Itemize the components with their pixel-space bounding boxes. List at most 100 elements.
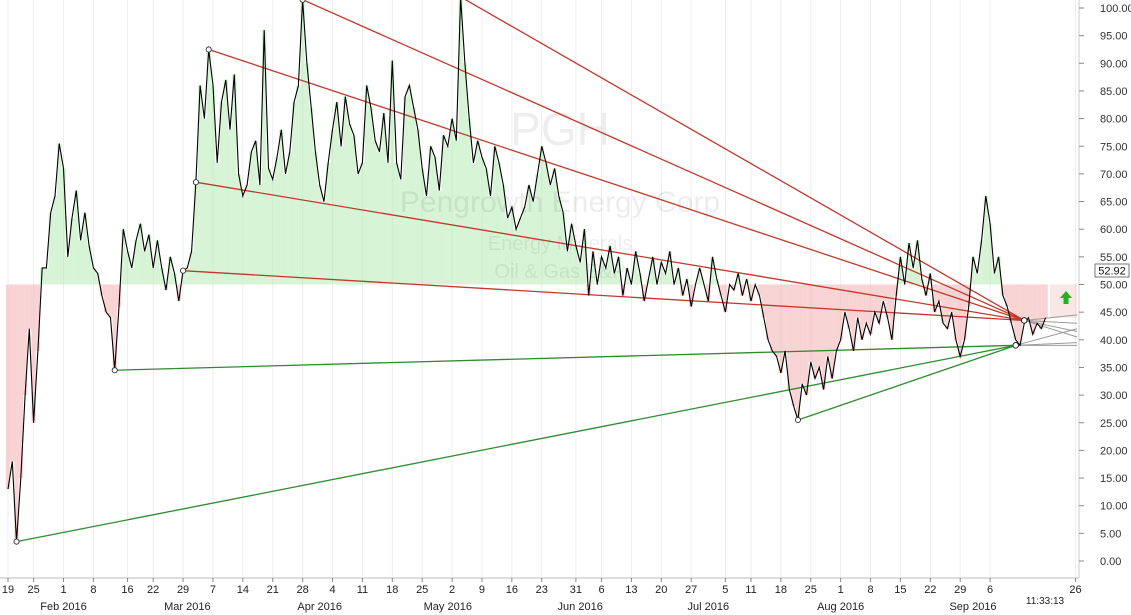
fill-bar bbox=[296, 85, 301, 285]
fill-bar bbox=[522, 207, 527, 285]
fill-bar bbox=[61, 168, 66, 285]
fill-bar bbox=[842, 284, 848, 313]
fill-bar bbox=[770, 284, 775, 351]
fill-bar bbox=[458, 0, 463, 285]
fill-bar bbox=[390, 60, 395, 285]
fill-bar bbox=[146, 234, 152, 285]
fill-bar bbox=[723, 284, 728, 313]
fill-bar bbox=[923, 284, 929, 296]
trend-anchor bbox=[794, 416, 802, 424]
fill-bar bbox=[659, 262, 664, 285]
fill-bar bbox=[940, 284, 946, 324]
fill-bar bbox=[287, 151, 293, 285]
fill-bar bbox=[150, 267, 156, 285]
x-tick-label: 6 bbox=[987, 584, 993, 596]
x-tick-label: 6 bbox=[598, 584, 604, 596]
fill-bar bbox=[347, 124, 352, 285]
fill-bar bbox=[330, 129, 335, 285]
fill-bar bbox=[620, 284, 626, 296]
fill-bar bbox=[825, 284, 831, 357]
fill-bar bbox=[616, 256, 621, 285]
fill-bar bbox=[958, 284, 963, 357]
fill-bar bbox=[394, 162, 399, 285]
fill-bar bbox=[466, 118, 472, 285]
y-tick-label: 30.00 bbox=[1100, 390, 1128, 402]
fill-bar bbox=[915, 240, 920, 285]
fill-bar bbox=[774, 284, 779, 357]
x-tick-label: 16 bbox=[121, 584, 133, 596]
fill-bar bbox=[505, 218, 510, 285]
fill-bar bbox=[197, 85, 203, 285]
fill-bar bbox=[180, 270, 186, 285]
fill-bar bbox=[748, 284, 754, 302]
fill-bar bbox=[543, 162, 549, 285]
fill-bar bbox=[885, 284, 890, 318]
x-tick-label: 7 bbox=[210, 584, 216, 596]
fill-bar bbox=[419, 168, 425, 285]
fill-bar bbox=[104, 284, 109, 313]
x-tick-label: 25 bbox=[416, 584, 428, 596]
fill-bar bbox=[539, 146, 544, 285]
fill-bar bbox=[27, 284, 32, 329]
fill-bar bbox=[10, 284, 15, 462]
fill-bar bbox=[800, 284, 805, 385]
trend-anchor bbox=[111, 367, 118, 374]
fill-bar bbox=[129, 267, 135, 285]
fill-bar bbox=[202, 118, 207, 285]
fill-bar bbox=[714, 278, 720, 285]
fill-bar bbox=[663, 273, 668, 285]
fill-bar bbox=[193, 182, 199, 285]
fill-bar bbox=[364, 85, 369, 285]
fill-bar bbox=[1013, 284, 1018, 340]
red-trend-line bbox=[302, 0, 1025, 322]
fill-bar bbox=[31, 284, 36, 423]
fill-bar bbox=[791, 284, 796, 407]
y-tick-label: 40.00 bbox=[1100, 335, 1128, 347]
fill-bar bbox=[428, 146, 433, 285]
month-label: May 2016 bbox=[424, 601, 472, 613]
fill-bar bbox=[317, 184, 322, 285]
fill-bar bbox=[48, 212, 53, 285]
month-label: Aug 2016 bbox=[817, 601, 864, 613]
trend-anchor bbox=[180, 267, 187, 274]
fill-bar bbox=[577, 262, 583, 285]
fill-bar bbox=[595, 284, 600, 285]
x-tick-label: 29 bbox=[954, 584, 966, 596]
fill-bar bbox=[189, 251, 194, 285]
fill-bar bbox=[650, 256, 655, 285]
fill-bar bbox=[454, 140, 459, 285]
fill-bar bbox=[740, 284, 745, 296]
fill-bar bbox=[321, 201, 327, 285]
x-tick-label: 27 bbox=[685, 584, 697, 596]
month-labels: Feb 2016 Mar 2016 Apr 2016 May 2016 Jun 2016… bbox=[40, 601, 996, 613]
x-tick-label: 18 bbox=[775, 584, 787, 596]
x-tick-label: 16 bbox=[506, 584, 518, 596]
fan-line bbox=[1015, 328, 1078, 346]
fill-bar bbox=[624, 267, 630, 285]
red-trend-line bbox=[183, 270, 1025, 322]
fill-bar bbox=[206, 49, 211, 285]
fill-bar bbox=[846, 284, 852, 329]
fill-bar bbox=[975, 273, 980, 285]
fill-bar bbox=[232, 74, 237, 285]
fill-bar bbox=[834, 284, 839, 351]
fill-bar bbox=[893, 284, 899, 296]
fill-bar bbox=[35, 284, 41, 351]
up-arrow-icon bbox=[1060, 291, 1072, 304]
fill-bar bbox=[565, 251, 570, 285]
x-tick-label: 23 bbox=[536, 584, 548, 596]
fill-bar bbox=[449, 118, 455, 285]
fill-bar bbox=[718, 284, 724, 296]
fill-bar bbox=[970, 256, 976, 285]
fill-bar bbox=[437, 190, 442, 285]
fill-bar bbox=[838, 284, 843, 340]
fill-bar bbox=[979, 240, 984, 285]
y-tick-label: 20.00 bbox=[1100, 445, 1128, 457]
fill-bar bbox=[582, 229, 587, 285]
x-tick-label: 26 bbox=[1069, 584, 1081, 596]
x-tick-label: 15 bbox=[894, 584, 906, 596]
fill-bar bbox=[159, 267, 164, 285]
y-tick-label: 90.00 bbox=[1100, 58, 1128, 70]
fill-bar bbox=[548, 184, 553, 285]
x-tick-label: 9 bbox=[479, 584, 485, 596]
